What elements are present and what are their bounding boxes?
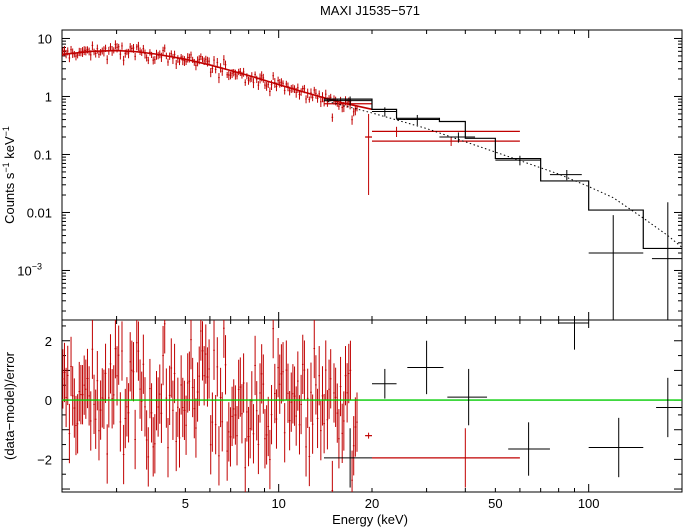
top-ylabel: Counts s−1 keV−1 [1,126,17,224]
y-tick-label: 0 [45,393,52,408]
top-ylabel-sup2: −1 [1,126,11,136]
y-tick-label: 0.1 [34,147,52,162]
y-tick-label: −2 [37,452,52,467]
bottom-panel-marks [62,320,682,492]
bottom-ylabel: (data−model)/error [2,351,17,460]
red-model-curve [61,49,373,111]
x-tick-label: 100 [578,496,600,511]
top-ylabel-mid: keV [2,136,17,162]
top-ylabel-main: Counts s [2,172,17,224]
x-tick-label: 50 [488,496,502,511]
x-tick-label: 5 [182,496,189,511]
y-tick-label: 1 [45,89,52,104]
x-tick-label: 20 [365,496,379,511]
y-tick-label-exponent: −3 [32,261,42,271]
y-tick-label: 0.01 [27,205,52,220]
top-ylabel-sup1: −1 [1,162,11,172]
black-step-model [323,98,682,250]
x-axis-label: Energy (keV) [332,512,408,527]
y-tick-label: 10−3 [17,261,42,278]
axis-ticks [61,30,683,492]
dotted-model-line [323,100,683,248]
y-tick-label: 2 [45,334,52,349]
chart-title: MAXI J1535−571 [320,3,420,18]
top-panel-frame [61,29,683,321]
top-panel-marks [61,40,683,320]
x-tick-label: 10 [271,496,285,511]
y-tick-label: 10 [38,31,52,46]
